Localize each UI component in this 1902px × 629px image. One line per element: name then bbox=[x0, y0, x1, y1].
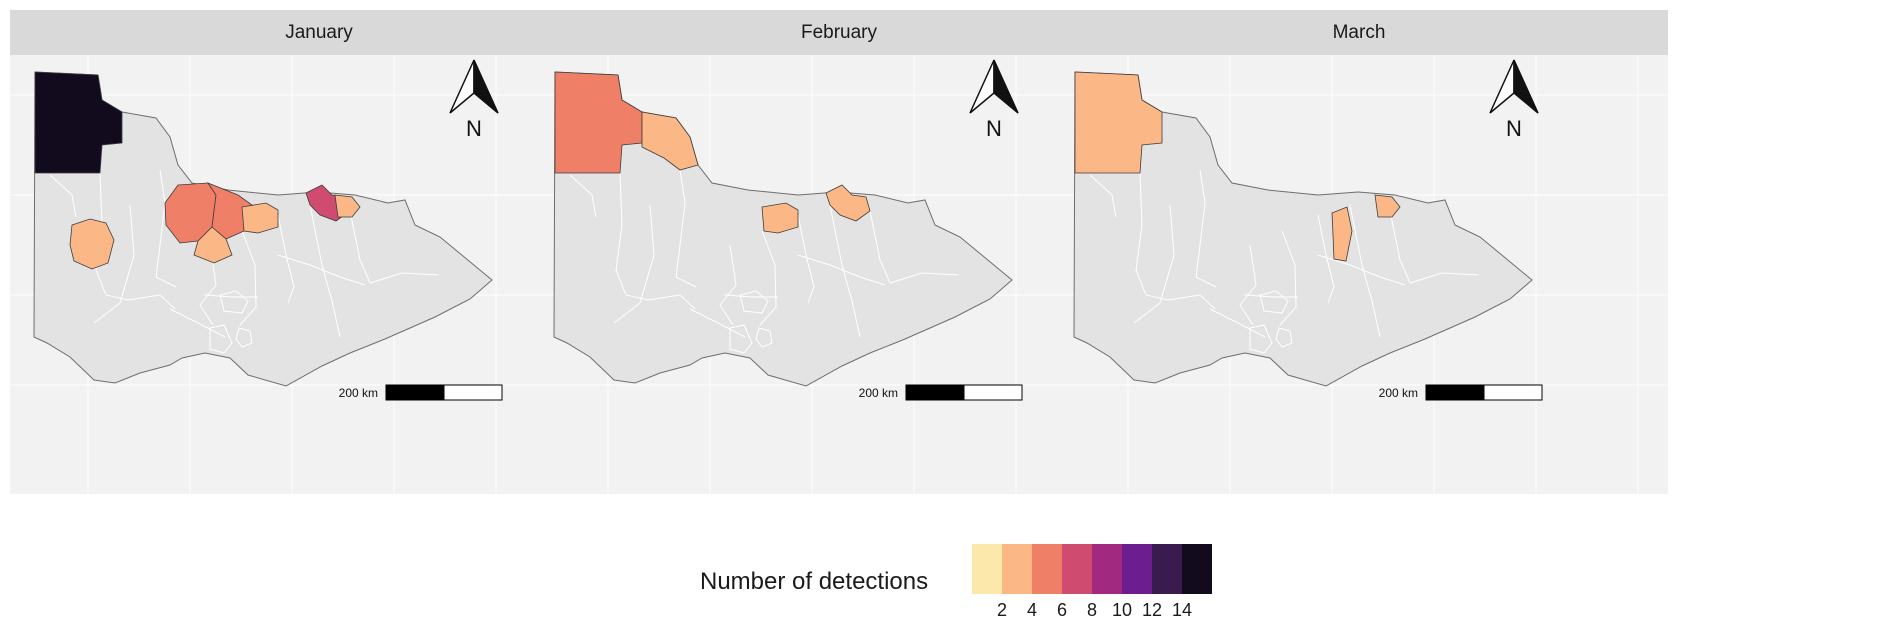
legend-swatch bbox=[1002, 544, 1032, 594]
scale-bar: 200 km bbox=[339, 384, 503, 401]
north-arrow: N bbox=[1489, 59, 1539, 141]
legend-tick: 6 bbox=[1056, 600, 1068, 620]
region-northeast-small bbox=[1374, 194, 1401, 218]
legend-tick: 12 bbox=[1141, 600, 1163, 620]
legend-swatch bbox=[1122, 544, 1152, 594]
map-panel-march: March N 200 km bbox=[1050, 10, 1668, 494]
victoria-map: N 200 km bbox=[1050, 55, 1668, 494]
region-northeast-small bbox=[334, 194, 361, 218]
scale-bar: 200 km bbox=[1379, 384, 1543, 401]
legend: Number of detections 2 4 6 8 10 12 14 bbox=[690, 536, 1250, 626]
region-far-northwest bbox=[1074, 71, 1163, 174]
legend-swatch bbox=[1182, 544, 1212, 594]
district-boundaries bbox=[1089, 169, 1479, 354]
panel-title: January bbox=[10, 10, 628, 55]
region-center-east bbox=[206, 182, 253, 240]
legend-title: Number of detections bbox=[700, 568, 929, 595]
region-center-south bbox=[193, 226, 233, 264]
victoria-map: N 200 km bbox=[10, 55, 628, 494]
victoria-map: N 200 km bbox=[530, 55, 1148, 494]
region-west-small bbox=[69, 218, 115, 270]
legend-ticks: 2 4 6 8 10 12 14 bbox=[972, 600, 1212, 624]
panel-title: February bbox=[530, 10, 1148, 55]
panel-title: March bbox=[1050, 10, 1668, 55]
north-label: N bbox=[466, 116, 482, 141]
scale-label: 200 km bbox=[1379, 386, 1418, 400]
legend-tick: 14 bbox=[1171, 600, 1193, 620]
region-east-center bbox=[761, 202, 799, 234]
north-arrow: N bbox=[449, 59, 499, 141]
map-panel-february: February N 200 km bbox=[530, 10, 1148, 494]
district-boundaries bbox=[569, 169, 959, 354]
legend-swatch bbox=[1092, 544, 1122, 594]
scale-label: 200 km bbox=[859, 386, 898, 400]
north-label: N bbox=[1506, 116, 1522, 141]
legend-swatch bbox=[972, 544, 1002, 594]
region-northwest-mid bbox=[641, 111, 699, 171]
legend-swatch bbox=[1032, 544, 1062, 594]
region-far-northwest bbox=[34, 71, 123, 174]
north-label: N bbox=[986, 116, 1002, 141]
legend-tick: 2 bbox=[996, 600, 1008, 620]
legend-tick: 8 bbox=[1086, 600, 1098, 620]
legend-swatch bbox=[1062, 544, 1092, 594]
region-murray-narrow bbox=[1331, 206, 1353, 262]
scale-label: 200 km bbox=[339, 386, 378, 400]
legend-colorbar bbox=[972, 544, 1212, 594]
legend-tick: 4 bbox=[1026, 600, 1038, 620]
legend-swatch bbox=[1152, 544, 1182, 594]
region-northeast bbox=[825, 184, 871, 222]
region-east-center bbox=[241, 202, 279, 234]
map-panel-january: January N 200 km bbox=[10, 10, 628, 494]
legend-tick: 10 bbox=[1111, 600, 1133, 620]
north-arrow: N bbox=[969, 59, 1019, 141]
state-outline bbox=[1073, 71, 1533, 387]
scale-bar: 200 km bbox=[859, 384, 1023, 401]
